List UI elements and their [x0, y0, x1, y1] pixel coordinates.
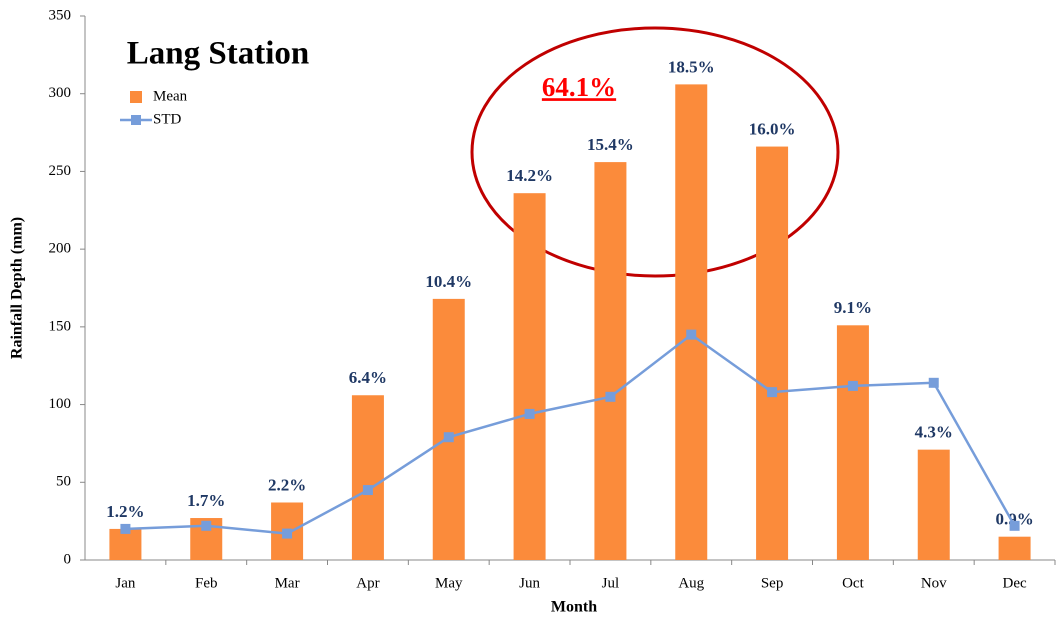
marker — [1009, 520, 1020, 531]
x-tick-label: Oct — [842, 575, 864, 591]
data-label: 10.4% — [425, 272, 472, 291]
x-tick-label: Jul — [602, 575, 620, 591]
x-tick-label: Aug — [678, 575, 704, 591]
marker — [282, 528, 293, 539]
bar — [513, 193, 546, 560]
bar — [998, 536, 1031, 560]
x-tick-label: Feb — [195, 575, 218, 591]
line — [125, 333, 1016, 535]
bar — [351, 395, 384, 560]
y-tick-label: 250 — [49, 163, 72, 179]
marker — [362, 485, 373, 496]
data-label: 16.0% — [749, 119, 796, 138]
legend-label: Mean — [153, 88, 188, 104]
bar — [109, 528, 142, 560]
highlight-label: 64.1% — [542, 72, 616, 102]
x-tick-label: Nov — [921, 575, 947, 591]
data-label: 6.4% — [349, 368, 387, 387]
y-tick-label: 100 — [49, 396, 72, 412]
y-tick-label: 200 — [49, 241, 72, 257]
y-tick-label: 150 — [49, 318, 72, 334]
data-label: 1.7% — [187, 491, 225, 510]
marker — [767, 387, 778, 398]
bar — [594, 162, 627, 561]
bar — [917, 449, 950, 560]
x-tick-label: Mar — [275, 575, 300, 591]
legend-swatch — [130, 91, 142, 103]
data-label: 1.2% — [106, 502, 144, 521]
marker — [605, 391, 616, 402]
bar — [756, 146, 789, 560]
data-label: 18.5% — [668, 57, 715, 76]
marker — [928, 377, 939, 388]
highlight-ellipse — [470, 26, 840, 278]
y-tick-label: 350 — [49, 7, 72, 23]
x-tick-label: Jun — [519, 575, 540, 591]
data-label: 9.1% — [834, 298, 872, 317]
bar — [432, 298, 465, 560]
marker — [201, 520, 212, 531]
legend-swatch — [131, 115, 141, 125]
data-label: 2.2% — [268, 475, 306, 494]
x-tick-label: Jan — [115, 575, 135, 591]
bar — [836, 325, 869, 560]
marker — [847, 380, 858, 391]
y-tick-label: 300 — [49, 85, 72, 101]
bar — [675, 84, 708, 560]
x-axis-label: Month — [551, 599, 597, 616]
data-label: 0.9% — [995, 510, 1033, 529]
x-tick-label: Dec — [1003, 575, 1027, 591]
data-label: 15.4% — [587, 135, 634, 154]
chart-title: Lang Station — [127, 36, 309, 72]
y-tick-label: 50 — [56, 474, 71, 490]
y-tick-label: 0 — [64, 551, 72, 567]
marker — [120, 523, 131, 534]
marker — [524, 408, 535, 419]
x-tick-label: May — [435, 575, 463, 591]
data-label: 14.2% — [506, 166, 553, 185]
legend-label: STD — [153, 111, 182, 127]
data-label: 4.3% — [915, 423, 953, 442]
marker — [443, 432, 454, 443]
x-tick-label: Apr — [356, 575, 379, 591]
x-tick-label: Sep — [761, 575, 784, 591]
y-axis-label: Rainfall Depth (mm) — [9, 217, 26, 359]
marker — [686, 329, 697, 340]
